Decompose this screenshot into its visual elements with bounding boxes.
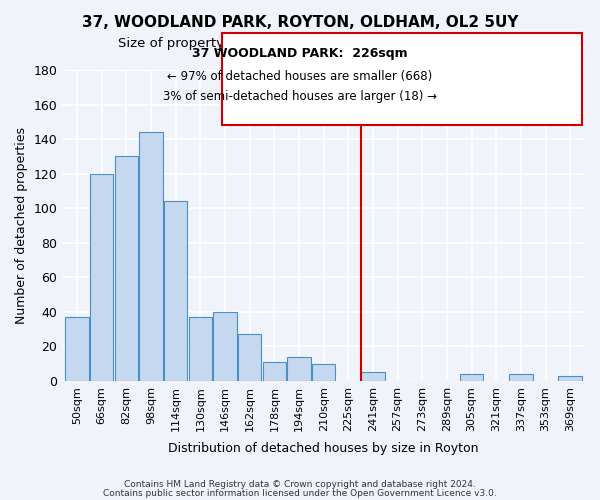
Text: Size of property relative to detached houses in Royton: Size of property relative to detached ho… [118, 38, 482, 51]
Text: ← 97% of detached houses are smaller (668): ← 97% of detached houses are smaller (66… [167, 70, 433, 83]
Bar [361, 372, 385, 381]
Bar [115, 156, 138, 381]
X-axis label: Distribution of detached houses by size in Royton: Distribution of detached houses by size … [169, 442, 479, 455]
Bar [214, 312, 237, 381]
Bar [188, 317, 212, 381]
Bar [460, 374, 483, 381]
Y-axis label: Number of detached properties: Number of detached properties [15, 127, 28, 324]
Bar [509, 374, 533, 381]
Bar [263, 362, 286, 381]
Text: 37 WOODLAND PARK:  226sqm: 37 WOODLAND PARK: 226sqm [192, 48, 408, 60]
Bar [287, 356, 311, 381]
Bar [559, 376, 582, 381]
Bar [139, 132, 163, 381]
Bar [65, 317, 89, 381]
Text: Contains public sector information licensed under the Open Government Licence v3: Contains public sector information licen… [103, 488, 497, 498]
Text: 37, WOODLAND PARK, ROYTON, OLDHAM, OL2 5UY: 37, WOODLAND PARK, ROYTON, OLDHAM, OL2 5… [82, 15, 518, 30]
Bar [90, 174, 113, 381]
Text: Contains HM Land Registry data © Crown copyright and database right 2024.: Contains HM Land Registry data © Crown c… [124, 480, 476, 489]
Bar [164, 202, 187, 381]
Bar [238, 334, 262, 381]
Text: 3% of semi-detached houses are larger (18) →: 3% of semi-detached houses are larger (1… [163, 90, 437, 103]
Bar [312, 364, 335, 381]
